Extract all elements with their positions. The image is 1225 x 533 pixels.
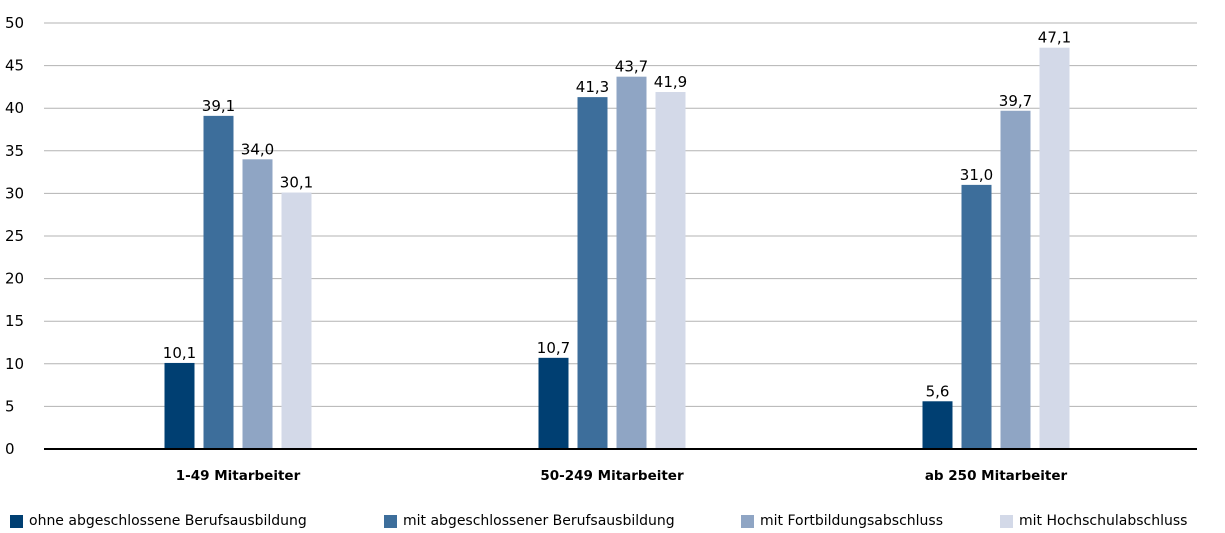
x-category-label: 50-249 Mitarbeiter xyxy=(540,468,684,484)
bar xyxy=(281,192,312,449)
legend-label: mit abgeschlossener Berufsausbildung xyxy=(403,513,675,529)
data-label: 5,6 xyxy=(926,382,950,400)
y-tick-label: 20 xyxy=(5,270,24,288)
legend-swatch xyxy=(1000,514,1013,528)
bar xyxy=(922,401,953,449)
legend-label: mit Hochschulabschluss xyxy=(1019,513,1188,529)
legend-label: mit Fortbildungsabschluss xyxy=(760,513,943,529)
y-tick-label: 45 xyxy=(5,57,24,75)
y-tick-label: 10 xyxy=(5,355,24,373)
y-tick-label: 40 xyxy=(5,99,24,117)
data-label: 10,7 xyxy=(537,339,570,357)
bars xyxy=(164,47,1070,450)
y-tick-label: 15 xyxy=(5,312,24,330)
bar xyxy=(164,362,195,449)
y-tick-label: 50 xyxy=(5,14,24,32)
legend-label: ohne abgeschlossene Berufsausbildung xyxy=(29,513,307,529)
data-label: 10,1 xyxy=(163,344,196,362)
bar xyxy=(1000,110,1031,450)
bar xyxy=(577,97,608,450)
data-label: 30,1 xyxy=(280,174,313,192)
bar xyxy=(616,76,647,450)
x-category-label: ab 250 Mitarbeiter xyxy=(925,468,1068,484)
y-tick-label: 35 xyxy=(5,142,24,160)
legend-item-ohne-berufsausbildung: ohne abgeschlossene Berufsausbildung xyxy=(10,513,307,529)
y-tick-label: 25 xyxy=(5,227,24,245)
data-label: 41,9 xyxy=(654,73,687,91)
x-category-label: 1-49 Mitarbeiter xyxy=(176,468,301,484)
x-axis-category-labels: 1-49 Mitarbeiter 50-249 Mitarbeiter ab 250… xyxy=(176,468,1068,484)
data-label: 43,7 xyxy=(615,58,648,76)
y-tick-label: 30 xyxy=(5,184,24,202)
bar xyxy=(538,357,569,449)
bar xyxy=(203,115,234,450)
legend-item-mit-berufsausbildung: mit abgeschlossener Berufsausbildung xyxy=(384,513,675,529)
legend-swatch xyxy=(384,514,397,528)
legend-item-mit-fortbildungsabschluss: mit Fortbildungsabschluss xyxy=(741,513,943,529)
legend-swatch xyxy=(741,514,754,528)
y-tick-label: 0 xyxy=(5,440,15,458)
bar xyxy=(961,184,992,449)
data-label: 41,3 xyxy=(576,78,609,96)
data-label: 47,1 xyxy=(1038,29,1071,47)
bar xyxy=(242,159,273,449)
data-label: 39,1 xyxy=(202,97,235,115)
legend-swatch xyxy=(10,514,23,528)
y-axis-ticks: 0 5 10 15 20 25 30 35 40 45 50 xyxy=(5,14,24,458)
bar xyxy=(1039,47,1070,449)
data-labels: 10,1 39,1 34,0 30,1 10,7 41,3 43,7 41,9 5,6 31,0 3… xyxy=(163,29,1071,401)
data-label: 34,0 xyxy=(241,140,274,158)
legend-item-mit-hochschulabschluss: mit Hochschulabschluss xyxy=(1000,513,1187,529)
data-label: 39,7 xyxy=(999,92,1032,110)
bar xyxy=(655,92,686,450)
y-tick-label: 5 xyxy=(5,397,15,415)
data-label: 31,0 xyxy=(960,166,993,184)
